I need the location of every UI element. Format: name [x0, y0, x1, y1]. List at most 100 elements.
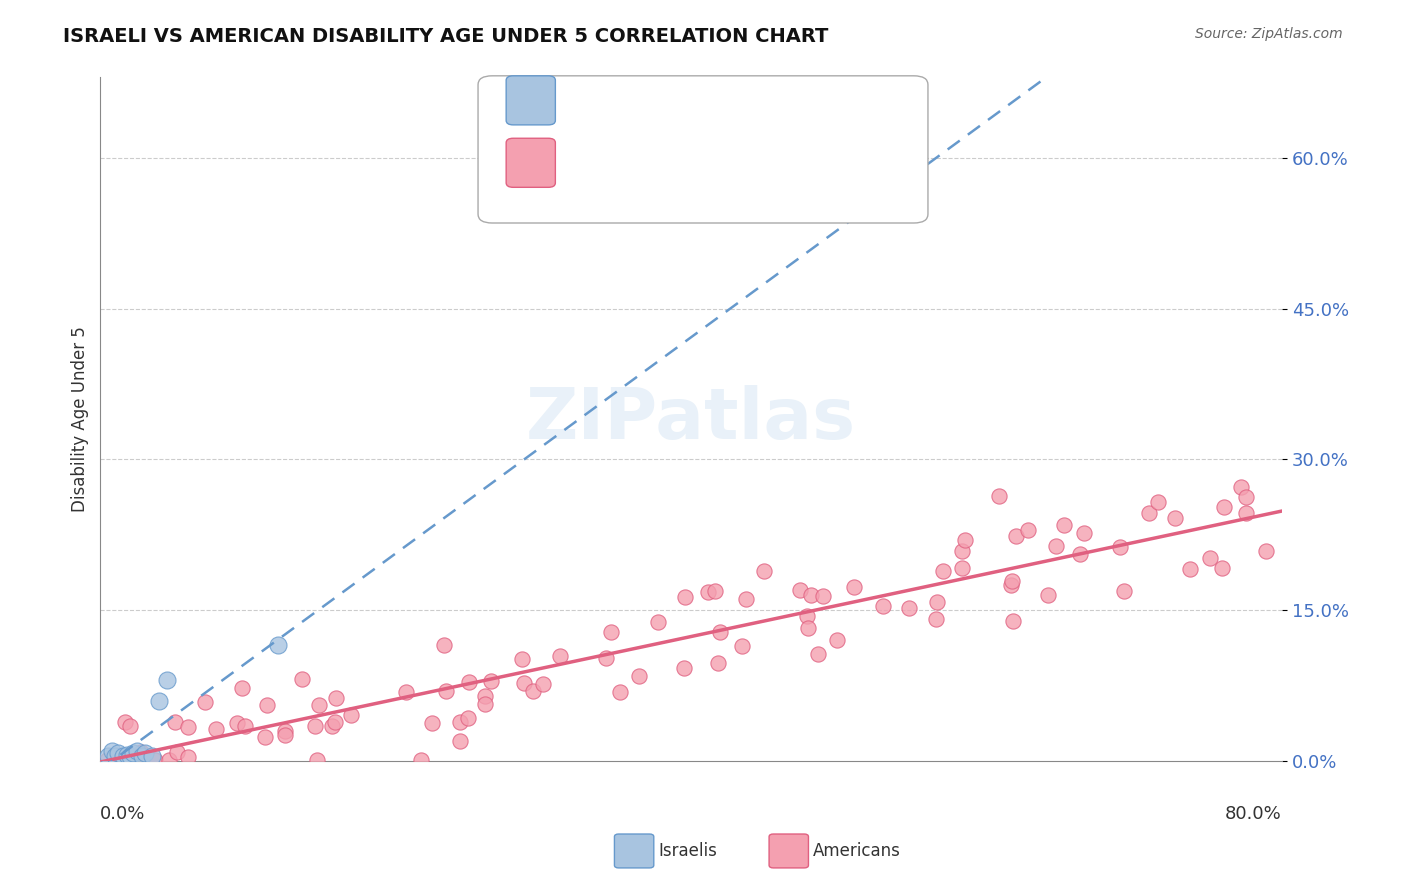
Point: [449, 714, 471, 729]
Point: [420, 716, 443, 731]
Point: [800, 588, 823, 602]
Point: [1146, 495, 1168, 509]
Point: [1069, 547, 1091, 561]
Point: [595, 651, 617, 665]
Text: N = 99: N = 99: [752, 152, 815, 169]
Point: [1211, 561, 1233, 575]
Point: [752, 564, 775, 578]
Point: [142, 753, 165, 767]
Point: [409, 753, 432, 767]
Point: [166, 745, 188, 759]
Point: [599, 624, 621, 639]
Point: [628, 669, 651, 683]
Point: [474, 690, 496, 704]
Point: [925, 594, 948, 608]
Point: [254, 730, 277, 744]
Point: [897, 601, 920, 615]
Point: [1234, 490, 1257, 504]
Point: [104, 748, 127, 763]
Point: [1053, 518, 1076, 533]
Point: [323, 715, 346, 730]
Point: [1017, 523, 1039, 537]
Point: [121, 746, 143, 760]
Point: [111, 748, 134, 763]
Point: [796, 609, 818, 624]
Point: [177, 720, 200, 734]
Point: [226, 715, 249, 730]
Point: [449, 734, 471, 748]
Point: [842, 580, 865, 594]
Point: [1230, 480, 1253, 494]
Point: [233, 719, 256, 733]
Point: [118, 748, 141, 763]
Point: [479, 673, 502, 688]
Point: [129, 745, 152, 759]
Point: [1178, 562, 1201, 576]
Point: [115, 747, 138, 762]
Point: [988, 489, 1011, 503]
Point: [1001, 574, 1024, 589]
Text: R =  0.195: R = 0.195: [560, 85, 655, 103]
Text: ZIPatlas: ZIPatlas: [526, 384, 856, 454]
Text: Americans: Americans: [813, 842, 901, 860]
Point: [231, 681, 253, 695]
Point: [204, 722, 226, 736]
Point: [177, 749, 200, 764]
Point: [672, 660, 695, 674]
Point: [131, 748, 153, 763]
Point: [321, 719, 343, 733]
Point: [291, 672, 314, 686]
Point: [1234, 506, 1257, 520]
Point: [730, 639, 752, 653]
Point: [796, 621, 818, 635]
Point: [924, 612, 946, 626]
Point: [1005, 528, 1028, 542]
Point: [1001, 614, 1024, 628]
Point: [548, 649, 571, 664]
Point: [273, 724, 295, 739]
Point: [513, 675, 536, 690]
Point: [256, 698, 278, 713]
Point: [1164, 511, 1187, 525]
Point: [308, 698, 330, 713]
Point: [1199, 551, 1222, 566]
Point: [1137, 506, 1160, 520]
Point: [703, 583, 725, 598]
Text: Source: ZipAtlas.com: Source: ZipAtlas.com: [1195, 27, 1343, 41]
Point: [709, 624, 731, 639]
Point: [1045, 539, 1067, 553]
Point: [127, 744, 149, 758]
Point: [609, 684, 631, 698]
Point: [273, 728, 295, 742]
Point: [457, 675, 479, 690]
Point: [114, 715, 136, 730]
Point: [266, 638, 288, 652]
Point: [434, 684, 457, 698]
Point: [697, 584, 720, 599]
Point: [97, 748, 120, 763]
Point: [789, 582, 811, 597]
Point: [510, 652, 533, 666]
Point: [474, 697, 496, 711]
Point: [1073, 525, 1095, 540]
Point: [148, 693, 170, 707]
Point: [950, 544, 973, 558]
Point: [156, 673, 179, 688]
Point: [531, 677, 554, 691]
Point: [1256, 543, 1278, 558]
Text: N = 15: N = 15: [752, 85, 815, 103]
Point: [194, 695, 217, 709]
Text: 0.0%: 0.0%: [100, 805, 146, 823]
Text: 80.0%: 80.0%: [1225, 805, 1282, 823]
Point: [647, 615, 669, 629]
Point: [304, 719, 326, 733]
Point: [457, 711, 479, 725]
Point: [1109, 540, 1132, 554]
Point: [1000, 578, 1022, 592]
Point: [952, 561, 974, 575]
Point: [825, 632, 848, 647]
Point: [165, 714, 187, 729]
Point: [932, 564, 955, 578]
Point: [1038, 588, 1060, 602]
Text: ISRAELI VS AMERICAN DISABILITY AGE UNDER 5 CORRELATION CHART: ISRAELI VS AMERICAN DISABILITY AGE UNDER…: [63, 27, 828, 45]
